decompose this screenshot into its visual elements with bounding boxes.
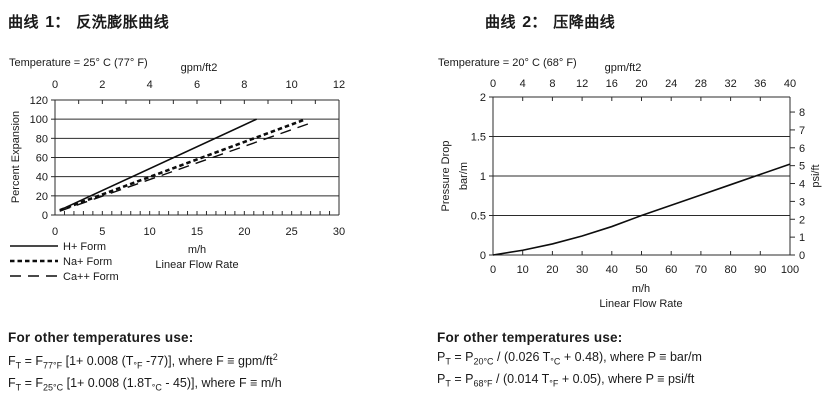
backwash-expansion-chart: Temperature = 25° C (77° F) gpm/ft2020406…: [9, 57, 345, 283]
right-tick-label: 5: [799, 161, 805, 173]
top-tick-label: 4: [147, 79, 153, 91]
top-tick-label: 6: [194, 79, 200, 91]
y-tick-label: 60: [36, 153, 48, 165]
left-formula-1: FT = F77°F [1+ 0.008 (T°F -77)], where F…: [8, 352, 278, 371]
right-tick-label: 3: [799, 196, 805, 208]
curve1-title-text: 反洗膨胀曲线: [76, 14, 170, 31]
y-tick-label: 0: [480, 250, 486, 262]
top-tick-label: 8: [241, 79, 247, 91]
x-tick-label: 0: [52, 226, 58, 238]
right-formula-2: PT = P68°F / (0.014 T°F + 0.05), where P…: [437, 371, 695, 389]
y-axis-title: Pressure Drop: [440, 141, 452, 212]
right-notes: For other temperatures use: PT = P20°C /…: [437, 330, 831, 392]
y-tick-label: 0.5: [471, 211, 486, 223]
series-line: [492, 163, 791, 256]
x-tick-label: 50: [635, 264, 647, 276]
x-tick-label: 25: [286, 226, 298, 238]
top-tick-label: 2: [99, 79, 105, 91]
x-tick-label: 60: [665, 264, 677, 276]
temperature-label: Temperature = 25° C (77° F): [9, 57, 148, 69]
x-axis-unit: m/h: [188, 244, 206, 256]
y-tick-label: 100: [30, 114, 48, 126]
right-tick-label: 4: [799, 179, 805, 191]
x-tick-label: 15: [191, 226, 203, 238]
series-line: [59, 118, 257, 211]
y-tick-label: 1: [480, 171, 486, 183]
y-tick-label: 20: [36, 191, 48, 203]
top-tick-label: 28: [695, 78, 707, 90]
x-axis-title: Linear Flow Rate: [155, 259, 238, 271]
curve1-title-label: 曲线: [8, 14, 40, 31]
legend-label: H+ Form: [63, 241, 106, 253]
top-tick-label: 8: [549, 78, 555, 90]
legend-label: Ca++ Form: [63, 271, 119, 283]
x-tick-label: 20: [238, 226, 250, 238]
x-tick-label: 30: [333, 226, 345, 238]
x-tick-label: 30: [576, 264, 588, 276]
left-formula-2: FT = F25°C [1+ 0.008 (1.8T°C - 45)], whe…: [8, 375, 282, 393]
y-tick-label: 120: [30, 95, 48, 107]
top-axis-unit: gpm/ft2: [181, 62, 218, 74]
right-tick-label: 1: [799, 232, 805, 244]
top-tick-label: 16: [606, 78, 618, 90]
top-tick-label: 12: [576, 78, 588, 90]
x-tick-label: 100: [781, 264, 799, 276]
y-tick-label: 40: [36, 172, 48, 184]
series-line: [59, 121, 314, 212]
x-tick-label: 0: [490, 264, 496, 276]
axes-and-grid: [489, 96, 795, 256]
right-tick-label: 2: [799, 214, 805, 226]
curve2-title-text: 压降曲线: [553, 14, 616, 31]
top-tick-label: 12: [333, 79, 345, 91]
x-tick-label: 70: [695, 264, 707, 276]
right-tick-label: 0: [799, 250, 805, 262]
curve2-title-number: 2：: [522, 14, 548, 31]
x-tick-label: 10: [144, 226, 156, 238]
curve1-title: 曲线 1： 反洗膨胀曲线: [8, 8, 169, 32]
right-formula-1: PT = P20°C / (0.026 T°C + 0.48), where P…: [437, 350, 702, 367]
right-tick-label: 6: [799, 143, 805, 155]
top-tick-label: 0: [52, 79, 58, 91]
y-tick-label: 80: [36, 133, 48, 145]
y-tick-label: 0: [42, 210, 48, 222]
y-axis-title: Percent Expansion: [10, 111, 22, 203]
y-axis-title: bar/m: [458, 162, 470, 190]
x-tick-label: 10: [517, 264, 529, 276]
right-tick-label: 8: [799, 107, 805, 119]
legend: H+ Form Na+ Form Ca++ Form: [10, 241, 119, 283]
right-tick-label: 7: [799, 125, 805, 137]
x-tick-label: 5: [99, 226, 105, 238]
top-tick-label: 24: [665, 78, 677, 90]
curve1-title-number: 1：: [45, 14, 71, 31]
x-tick-label: 80: [724, 264, 736, 276]
x-axis-title: Linear Flow Rate: [599, 298, 682, 310]
legend-label: Na+ Form: [63, 256, 112, 268]
x-tick-label: 20: [546, 264, 558, 276]
right-notes-heading: For other temperatures use:: [437, 330, 623, 345]
curve2-title: 曲线 2： 压降曲线: [485, 8, 615, 32]
top-tick-label: 4: [520, 78, 526, 90]
top-axis-unit: gpm/ft2: [605, 62, 642, 74]
top-tick-label: 0: [490, 78, 496, 90]
right-axis-title: psi/ft: [810, 164, 822, 187]
temperature-label: Temperature = 20° C (68° F): [438, 57, 577, 69]
curve2-title-label: 曲线: [485, 14, 517, 31]
series-line: [59, 117, 307, 212]
x-tick-label: 90: [754, 264, 766, 276]
x-axis-unit: m/h: [632, 283, 650, 295]
x-tick-label: 40: [606, 264, 618, 276]
top-tick-label: 36: [754, 78, 766, 90]
top-tick-label: 10: [286, 79, 298, 91]
top-tick-label: 40: [784, 78, 796, 90]
top-tick-label: 32: [724, 78, 736, 90]
axes-and-grid: [51, 99, 340, 216]
y-tick-label: 1.5: [471, 132, 486, 144]
left-notes-heading: For other temperatures use:: [8, 330, 194, 345]
y-tick-label: 2: [480, 92, 486, 104]
pressure-drop-chart: Temperature = 20° C (68° F) gpm/ft2 0 0.5 1 1…: [438, 57, 822, 310]
top-tick-label: 20: [635, 78, 647, 90]
left-notes: For other temperatures use: FT = F77°F […: [8, 330, 418, 396]
